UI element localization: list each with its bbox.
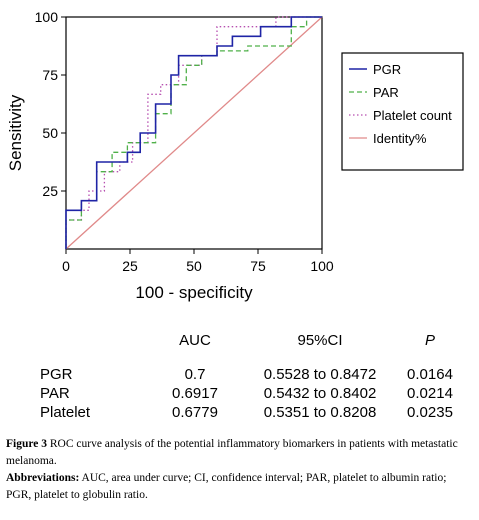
- x-tick-label: 0: [62, 258, 70, 274]
- row-ci: 0.5528 to 0.8472: [263, 366, 377, 383]
- x-tick-label: 25: [122, 258, 138, 274]
- row-auc: 0.7: [184, 366, 206, 383]
- row-label: Platelet: [40, 404, 91, 421]
- legend-label: PAR: [373, 85, 399, 100]
- auc-table-header-row: AUC 95%CI P: [40, 332, 470, 350]
- y-axis-ticks: 25 50 75 100: [35, 9, 66, 199]
- x-tick-label: 50: [186, 258, 202, 274]
- y-tick-label: 75: [42, 67, 58, 83]
- row-ci: 0.5351 to 0.8208: [263, 404, 377, 421]
- table-row: PAR 0.6917 0.5432 to 0.8402 0.0214: [40, 385, 470, 403]
- row-label: PGR: [40, 366, 73, 383]
- x-tick-label: 75: [250, 258, 266, 274]
- figure-label: Figure 3: [6, 438, 47, 450]
- header-ci: 95%CI: [297, 332, 343, 349]
- row-ci: 0.5432 to 0.8402: [263, 385, 377, 402]
- legend-items: PGR PAR Platelet count Identity%: [349, 62, 452, 146]
- x-axis-label: 100 - specificity: [135, 283, 253, 302]
- x-axis-ticks: 0 25 50 75 100: [62, 249, 334, 274]
- table-row: Platelet 0.6779 0.5351 to 0.8208 0.0235: [40, 404, 470, 422]
- header-p: P: [424, 332, 435, 349]
- roc-curves: [65, 16, 323, 250]
- legend-box: [341, 52, 464, 171]
- y-axis-label: Sensitivity: [6, 94, 25, 171]
- roc-chart: 0 25 50 75 100 25 50 75 100 100 - specificity S…: [6, 9, 464, 302]
- legend: PGR PAR Platelet count Identity%: [341, 52, 464, 171]
- y-tick-label: 100: [35, 9, 59, 25]
- abbreviations-text: AUC, area under curve; CI, confidence in…: [6, 472, 447, 501]
- legend-label: PGR: [373, 62, 401, 77]
- table-row: PGR 0.7 0.5528 to 0.8472 0.0164: [40, 366, 470, 384]
- header-auc: AUC: [179, 332, 211, 349]
- series-line-identity: [65, 16, 323, 250]
- series-line-pgr: [65, 16, 322, 249]
- y-tick-label: 50: [42, 125, 58, 141]
- x-tick-label: 100: [310, 258, 334, 274]
- abbreviations-label: Abbreviations:: [6, 472, 80, 484]
- row-p: 0.0235: [407, 404, 453, 421]
- legend-label: Identity%: [373, 131, 427, 146]
- row-p: 0.0214: [407, 385, 453, 402]
- row-p: 0.0164: [407, 366, 453, 383]
- legend-label: Platelet count: [373, 108, 452, 123]
- figure-caption: Figure 3 ROC curve analysis of the poten…: [6, 436, 472, 504]
- row-auc: 0.6917: [172, 385, 218, 402]
- figure-text: ROC curve analysis of the potential infl…: [6, 438, 458, 467]
- y-tick-label: 25: [42, 183, 58, 199]
- abbreviations: Abbreviations: AUC, area under curve; CI…: [6, 470, 472, 504]
- row-label: PAR: [40, 385, 70, 402]
- row-auc: 0.6779: [172, 404, 218, 421]
- figure-caption-main: Figure 3 ROC curve analysis of the poten…: [6, 436, 472, 470]
